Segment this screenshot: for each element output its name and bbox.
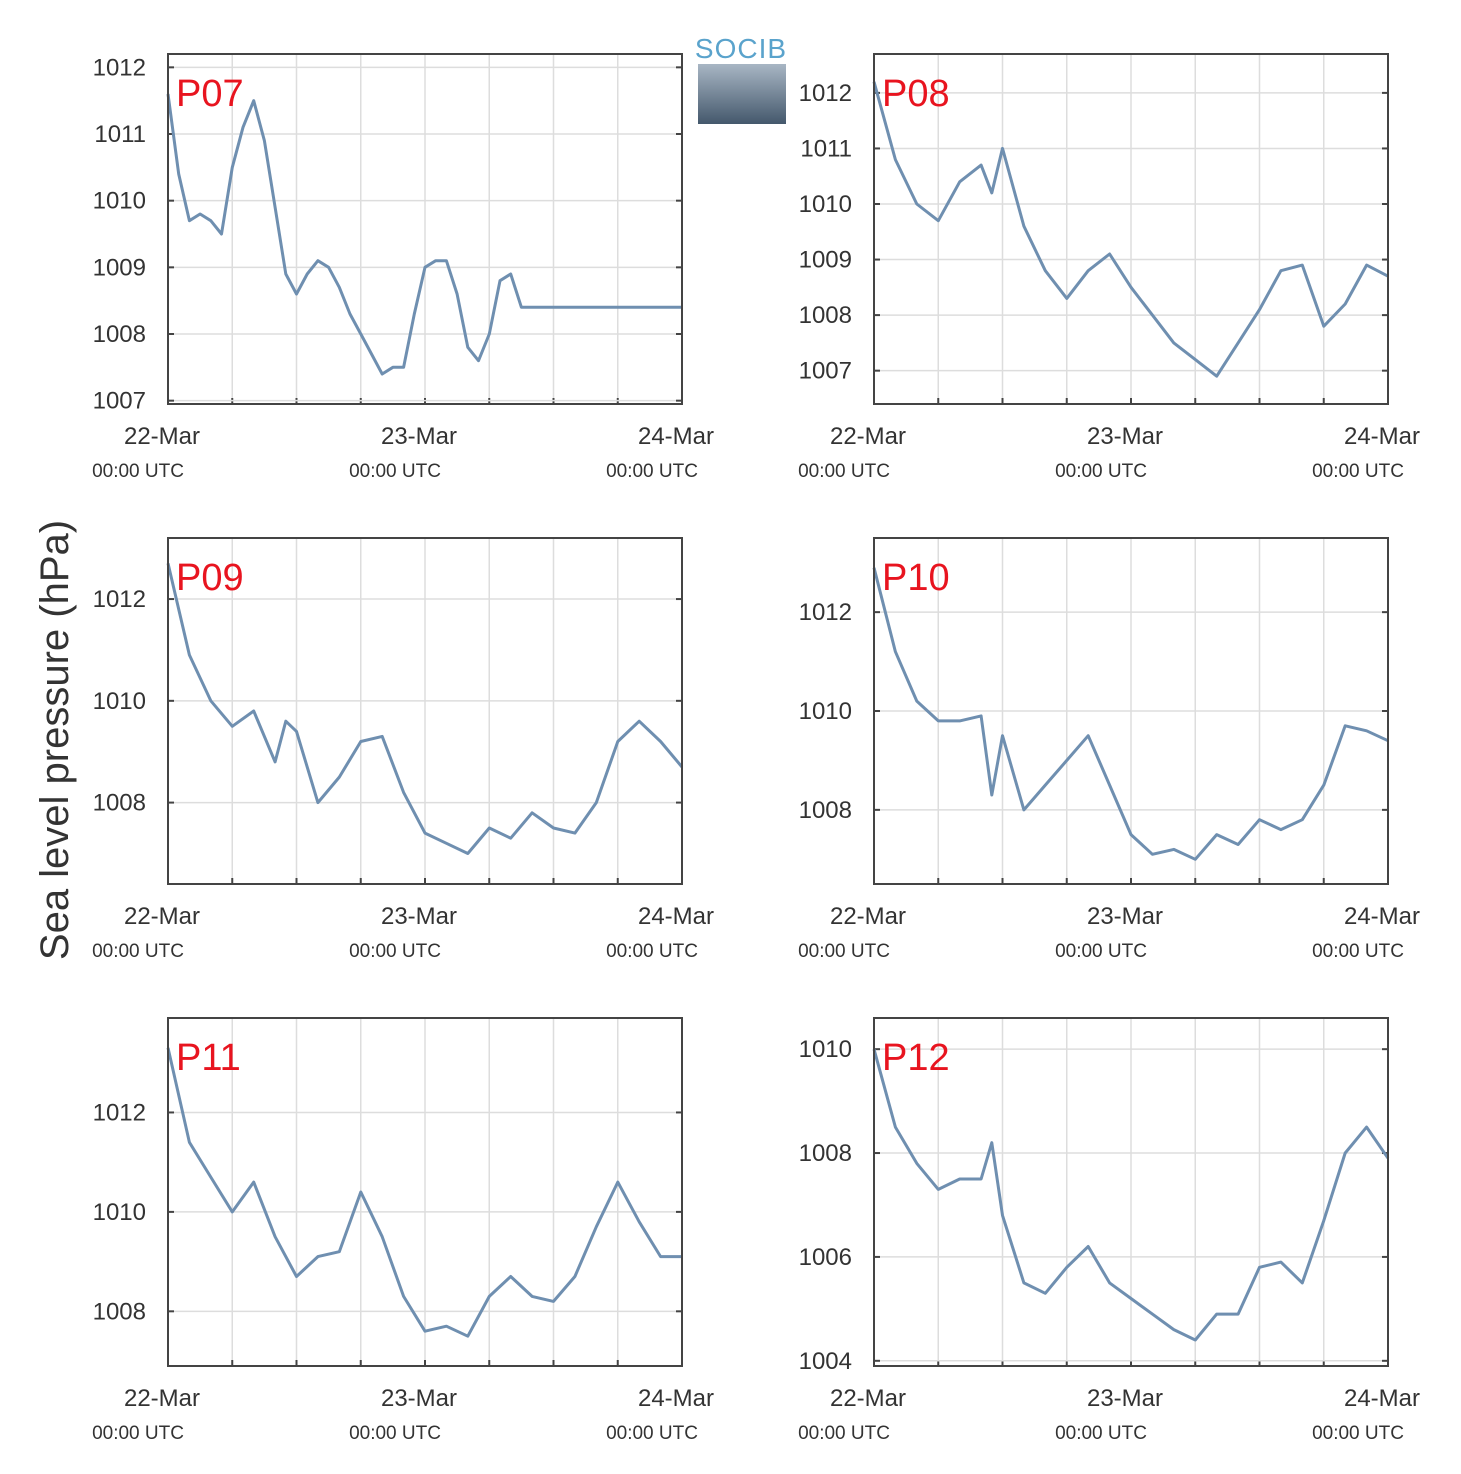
y-tick-label: 1008 bbox=[799, 302, 852, 329]
y-tick-label: 1012 bbox=[93, 54, 146, 81]
series-line-p12 bbox=[872, 1048, 1390, 1342]
y-tick-label: 1008 bbox=[799, 797, 852, 824]
x-tick-label-time: 00:00 UTC bbox=[92, 461, 184, 482]
x-tick-label-time: 00:00 UTC bbox=[798, 1423, 890, 1444]
panel-p11: 1008 1010 1012 P11 22-Mar 00:00 UTC 23-Mar 00:0… bbox=[92, 1017, 714, 1444]
y-tick-label: 1010 bbox=[93, 688, 146, 715]
plot-frame bbox=[167, 53, 683, 405]
panel-p12: 1004 1006 1008 1010 P12 22-Mar 00:00 UTC 23-Mar… bbox=[798, 1017, 1420, 1444]
y-tick-label: 1006 bbox=[799, 1244, 852, 1271]
x-tick-label-date: 23-Mar bbox=[381, 903, 457, 930]
x-tick-label-time: 00:00 UTC bbox=[1312, 461, 1404, 482]
panel-p08: 1007 1008 1009 1010 1011 1012 P08 22-Mar 00:00 U… bbox=[798, 53, 1420, 482]
x-tick-label-date: 23-Mar bbox=[381, 423, 457, 450]
x-tick-label-time: 00:00 UTC bbox=[349, 461, 441, 482]
series-line-p10 bbox=[872, 567, 1389, 861]
plot-frame bbox=[873, 1017, 1389, 1367]
x-tick-label-date: 24-Mar bbox=[1344, 423, 1420, 450]
y-axis-label: Sea level pressure (hPa) bbox=[33, 520, 77, 960]
logo-wave-box bbox=[698, 64, 786, 124]
x-tick-label-time: 00:00 UTC bbox=[798, 941, 890, 962]
y-tick-label: 1010 bbox=[799, 1036, 852, 1063]
panel-label: P08 bbox=[882, 73, 950, 115]
panel-p10: 1008 1010 1012 P10 22-Mar 00:00 UTC 23-Mar 00:0… bbox=[798, 537, 1420, 962]
panels: 1007 1008 1009 1010 1011 1012 P07 22-Mar 00:00 U… bbox=[92, 53, 1420, 1444]
y-tick-label: 1008 bbox=[799, 1140, 852, 1167]
y-tick-label: 1012 bbox=[93, 586, 146, 613]
panel-p09: 1008 1010 1012 P09 22-Mar 00:00 UTC 23-Mar 00:0… bbox=[92, 537, 714, 962]
x-tick-label-date: 22-Mar bbox=[124, 423, 200, 450]
y-tick-label: 1008 bbox=[93, 321, 146, 348]
x-tick-label-time: 00:00 UTC bbox=[1312, 941, 1404, 962]
plot-frame bbox=[167, 1017, 683, 1367]
x-tick-label-time: 00:00 UTC bbox=[1312, 1423, 1404, 1444]
y-tick-label: 1011 bbox=[800, 135, 852, 162]
logo-text: SOCIB bbox=[695, 33, 787, 64]
x-tick-label-date: 23-Mar bbox=[1087, 1385, 1163, 1412]
y-tick-label: 1009 bbox=[799, 247, 852, 274]
panel-p07: 1007 1008 1009 1010 1011 1012 P07 22-Mar 00:00 U… bbox=[92, 53, 714, 482]
series-line-p07 bbox=[166, 93, 682, 376]
x-tick-label-date: 22-Mar bbox=[124, 903, 200, 930]
x-tick-label-time: 00:00 UTC bbox=[1055, 1423, 1147, 1444]
series-line-p11 bbox=[166, 1047, 682, 1338]
x-tick-label-date: 23-Mar bbox=[381, 1385, 457, 1412]
x-tick-label-date: 22-Mar bbox=[830, 1385, 906, 1412]
y-tick-label: 1009 bbox=[93, 254, 146, 281]
x-tick-label-date: 24-Mar bbox=[638, 903, 714, 930]
x-tick-label-date: 22-Mar bbox=[830, 423, 906, 450]
y-tick-label: 1012 bbox=[799, 599, 852, 626]
y-tick-label: 1010 bbox=[799, 191, 852, 218]
y-tick-label: 1008 bbox=[93, 790, 146, 817]
series-line-p08 bbox=[872, 81, 1389, 378]
y-tick-label: 1008 bbox=[93, 1298, 146, 1325]
plot-frame bbox=[167, 537, 683, 885]
x-tick-label-time: 00:00 UTC bbox=[349, 1423, 441, 1444]
series-line-p09 bbox=[166, 563, 684, 855]
y-tick-label: 1010 bbox=[799, 698, 852, 725]
x-tick-label-date: 22-Mar bbox=[830, 903, 906, 930]
x-tick-label-time: 00:00 UTC bbox=[92, 1423, 184, 1444]
y-tick-label: 1007 bbox=[799, 358, 852, 385]
x-tick-label-time: 00:00 UTC bbox=[92, 941, 184, 962]
x-tick-label-time: 00:00 UTC bbox=[606, 461, 698, 482]
x-tick-label-time: 00:00 UTC bbox=[798, 461, 890, 482]
y-tick-label: 1010 bbox=[93, 188, 146, 215]
y-tick-label: 1012 bbox=[93, 1099, 146, 1126]
y-tick-label: 1012 bbox=[799, 80, 852, 107]
x-tick-label-date: 24-Mar bbox=[1344, 903, 1420, 930]
x-tick-label-date: 23-Mar bbox=[1087, 903, 1163, 930]
x-tick-label-date: 22-Mar bbox=[124, 1385, 200, 1412]
socib-logo: SOCIB bbox=[695, 33, 787, 124]
y-tick-label: 1010 bbox=[93, 1199, 146, 1226]
x-tick-label-date: 24-Mar bbox=[638, 423, 714, 450]
panel-label: P07 bbox=[176, 73, 244, 115]
y-tick-label: 1011 bbox=[94, 121, 146, 148]
y-tick-label: 1004 bbox=[799, 1348, 852, 1375]
x-tick-label-time: 00:00 UTC bbox=[606, 941, 698, 962]
plot-frame bbox=[873, 53, 1389, 405]
panel-label: P11 bbox=[176, 1037, 241, 1079]
x-tick-label-time: 00:00 UTC bbox=[349, 941, 441, 962]
x-tick-label-time: 00:00 UTC bbox=[1055, 941, 1147, 962]
panel-label: P10 bbox=[882, 557, 950, 599]
plot-frame bbox=[873, 537, 1389, 885]
x-tick-label-date: 24-Mar bbox=[1344, 1385, 1420, 1412]
x-tick-label-date: 24-Mar bbox=[638, 1385, 714, 1412]
x-tick-label-time: 00:00 UTC bbox=[1055, 461, 1147, 482]
x-tick-label-time: 00:00 UTC bbox=[606, 1423, 698, 1444]
panel-label: P09 bbox=[176, 557, 244, 599]
panel-label: P12 bbox=[882, 1037, 950, 1079]
x-tick-label-date: 23-Mar bbox=[1087, 423, 1163, 450]
y-tick-label: 1007 bbox=[93, 388, 146, 415]
